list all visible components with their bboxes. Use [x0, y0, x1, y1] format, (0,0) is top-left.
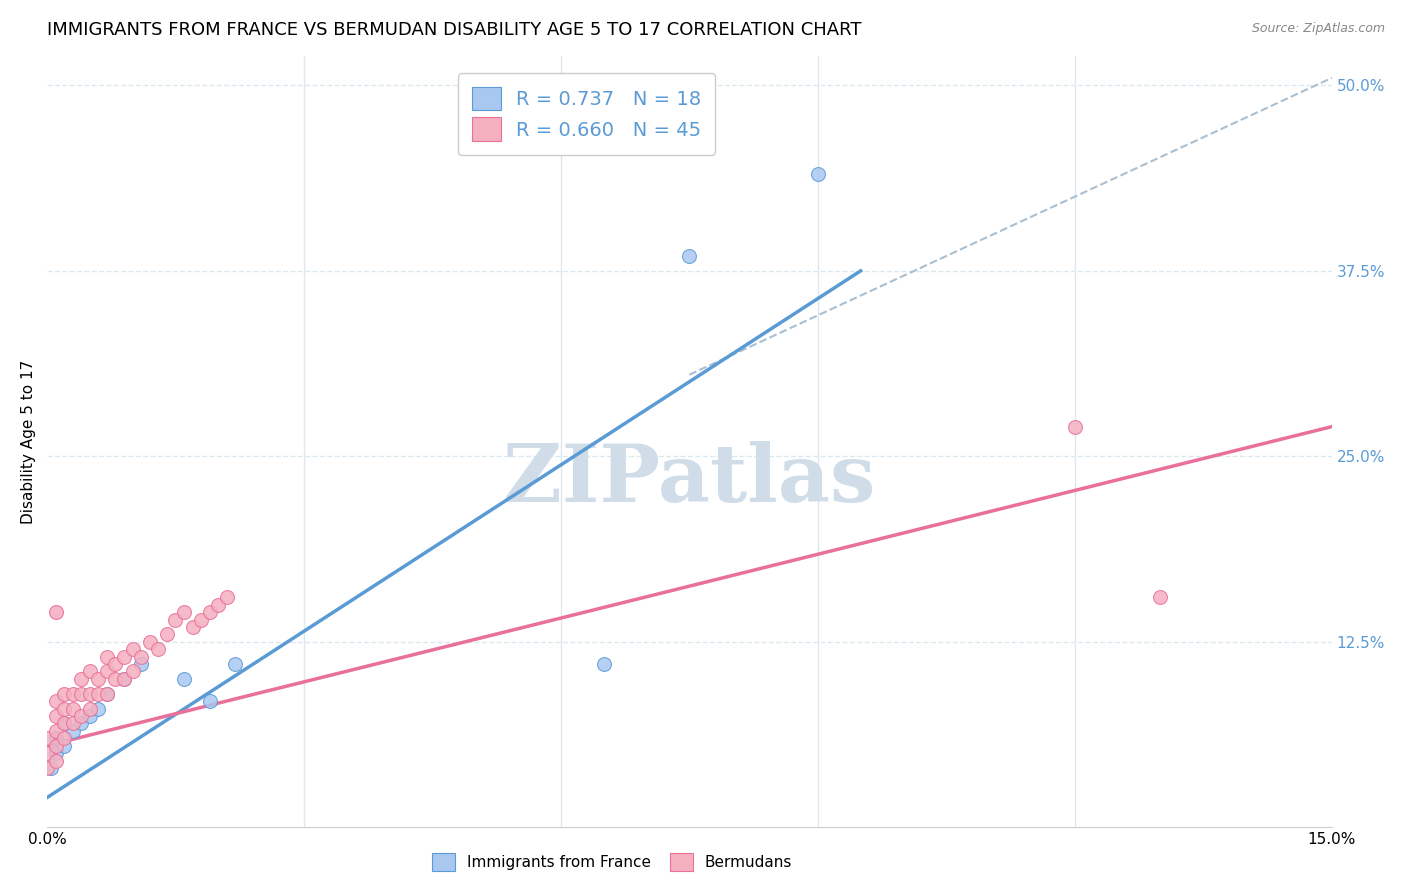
Text: ZIPatlas: ZIPatlas: [503, 441, 876, 519]
Point: [79, 701, 101, 715]
Point: [53, 731, 76, 746]
Point: [138, 635, 160, 649]
Point: [79, 665, 101, 679]
Point: [198, 605, 221, 619]
Point: [70, 716, 93, 731]
Point: [96, 687, 118, 701]
Point: [87, 687, 110, 701]
Point: [173, 605, 195, 619]
Point: [156, 627, 179, 641]
Point: [173, 672, 195, 686]
Text: IMMIGRANTS FROM FRANCE VS BERMUDAN DISABILITY AGE 5 TO 17 CORRELATION CHART: IMMIGRANTS FROM FRANCE VS BERMUDAN DISAB…: [46, 21, 862, 39]
Point: [44, 746, 66, 760]
Point: [112, 672, 135, 686]
Point: [44, 731, 66, 746]
Point: [44, 723, 66, 738]
Point: [53, 716, 76, 731]
Point: [190, 613, 212, 627]
Point: [70, 687, 93, 701]
Point: [70, 672, 93, 686]
Text: Source: ZipAtlas.com: Source: ZipAtlas.com: [1251, 22, 1385, 36]
Point: [198, 694, 221, 708]
Point: [1149, 591, 1171, 605]
Legend: Immigrants from France, Bermudans: Immigrants from France, Bermudans: [426, 847, 799, 878]
Point: [112, 672, 135, 686]
Point: [121, 642, 143, 657]
Point: [62, 723, 84, 738]
Point: [181, 620, 204, 634]
Point: [53, 701, 76, 715]
Point: [104, 672, 127, 686]
Point: [592, 657, 614, 671]
Point: [44, 754, 66, 768]
Point: [96, 649, 118, 664]
Point: [96, 665, 118, 679]
Point: [44, 709, 66, 723]
Point: [807, 167, 830, 181]
Point: [129, 657, 152, 671]
Point: [35, 746, 58, 760]
Point: [44, 694, 66, 708]
Y-axis label: Disability Age 5 to 17: Disability Age 5 to 17: [21, 359, 35, 524]
Point: [62, 716, 84, 731]
Point: [215, 591, 238, 605]
Point: [129, 649, 152, 664]
Point: [224, 657, 246, 671]
Point: [44, 739, 66, 753]
Point: [79, 709, 101, 723]
Point: [148, 642, 170, 657]
Point: [53, 739, 76, 753]
Point: [79, 687, 101, 701]
Point: [53, 687, 76, 701]
Point: [121, 665, 143, 679]
Point: [35, 761, 58, 775]
Point: [87, 672, 110, 686]
Point: [1063, 419, 1085, 434]
Point: [207, 598, 229, 612]
Point: [53, 716, 76, 731]
Point: [62, 687, 84, 701]
Point: [96, 687, 118, 701]
Point: [35, 731, 58, 746]
Point: [104, 657, 127, 671]
Point: [165, 613, 187, 627]
Point: [39, 761, 62, 775]
Point: [112, 649, 135, 664]
Point: [70, 709, 93, 723]
Point: [87, 701, 110, 715]
Point: [62, 701, 84, 715]
Point: [44, 605, 66, 619]
Point: [678, 249, 700, 263]
